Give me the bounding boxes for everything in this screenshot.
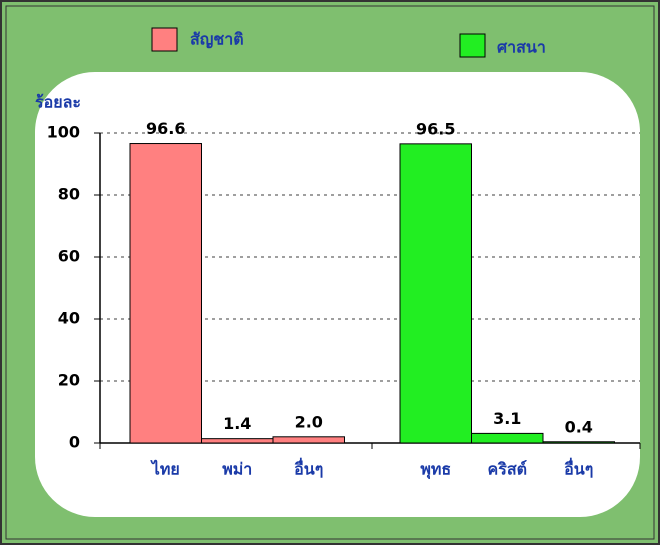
x-tick-label: พุทธ [420, 460, 451, 480]
bar [471, 432, 544, 444]
y-tick-label: 100 [47, 123, 80, 142]
bar [129, 143, 202, 444]
bar [542, 441, 615, 444]
y-tick-label: 60 [58, 247, 80, 266]
value-label: 96.6 [146, 119, 185, 138]
y-tick-label: 20 [58, 371, 80, 390]
y-tick-label: 80 [58, 185, 80, 204]
bar [201, 438, 274, 444]
value-label: 2.0 [295, 412, 323, 431]
value-label: 96.5 [416, 119, 455, 138]
x-tick-label: อื่นๆ [294, 458, 324, 479]
y-axis-label: ร้อยละ [35, 93, 81, 112]
value-label: 1.4 [223, 414, 251, 433]
legend-label: สัญชาติ [190, 30, 244, 50]
x-tick-label: พม่า [222, 460, 252, 479]
bar [399, 143, 472, 444]
y-tick-label: 0 [69, 433, 80, 452]
legend-label: ศาสนา [497, 38, 546, 57]
y-tick-label: 40 [58, 309, 80, 328]
x-tick-label: อื่นๆ [564, 458, 594, 479]
plot-panel [35, 72, 640, 517]
x-tick-label: คริสต์ [488, 460, 527, 479]
legend-swatch [459, 33, 486, 58]
legend-swatch [151, 27, 178, 52]
inner-border [5, 5, 655, 540]
value-label: 0.4 [565, 417, 593, 436]
x-tick-label: ไทย [150, 460, 180, 479]
value-label: 3.1 [493, 409, 521, 428]
bar [272, 436, 345, 444]
